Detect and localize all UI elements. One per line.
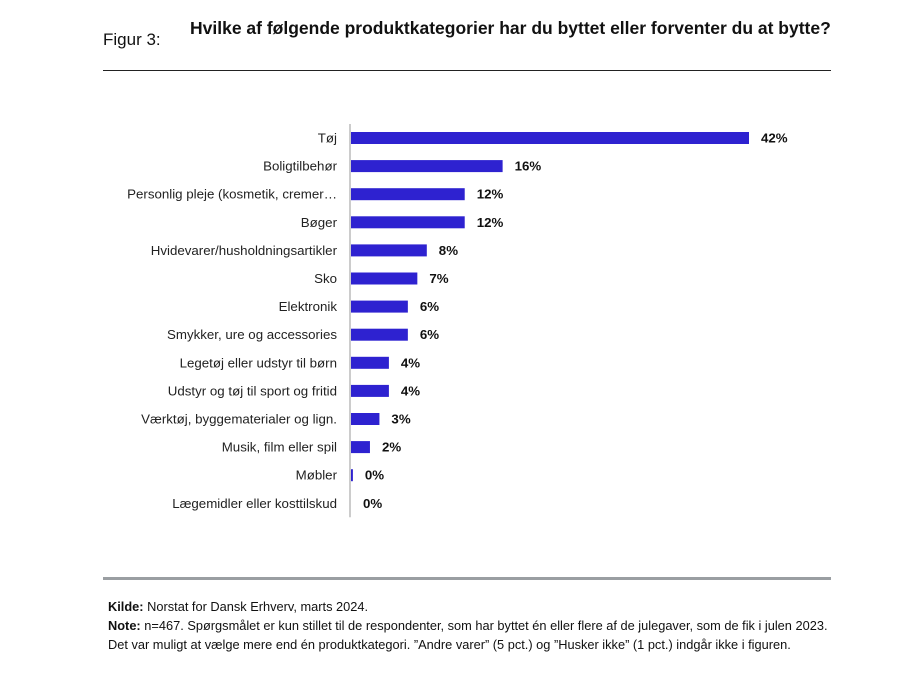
bar: [351, 384, 389, 397]
value-label: 7%: [429, 271, 448, 286]
bar: [351, 188, 465, 201]
source-text: Norstat for Dansk Erhverv, marts 2024.: [147, 599, 369, 614]
bar: [351, 160, 503, 173]
category-label: Legetøj eller udstyr til børn: [180, 355, 337, 370]
bar-group: Tøj 42% Boligtilbehør 16% Personlig pleje (k…: [127, 131, 788, 511]
bar: [351, 244, 427, 257]
category-label: Boligtilbehør: [263, 159, 337, 174]
bar: [351, 132, 749, 144]
bar: [351, 216, 465, 229]
value-label: 2%: [382, 440, 401, 455]
value-label: 8%: [439, 243, 458, 258]
footnote: Kilde: Norstat for Dansk Erhverv, marts …: [108, 597, 828, 654]
value-label: 4%: [401, 383, 420, 398]
bar: [351, 469, 353, 482]
category-label: Møbler: [296, 468, 338, 483]
value-label: 6%: [420, 327, 439, 342]
value-label: 12%: [477, 187, 504, 202]
value-label: 3%: [391, 412, 410, 427]
note-text: n=467. Spørgsmålet er kun stillet til de…: [108, 618, 828, 652]
category-label: Hvidevarer/husholdningsartikler: [151, 243, 338, 258]
category-label: Personlig pleje (kosmetik, cremer…: [127, 187, 337, 202]
category-label: Lægemidler eller kosttilskud: [172, 496, 337, 511]
footer-divider: [103, 577, 831, 580]
bar: [351, 272, 418, 285]
value-label: 4%: [401, 355, 420, 370]
bar: [351, 300, 408, 313]
note-label: Note:: [108, 618, 141, 633]
bar-chart: Tøj 42% Boligtilbehør 16% Personlig pleje (k…: [127, 124, 788, 518]
category-label: Sko: [314, 271, 337, 286]
bar: [351, 441, 370, 454]
bar: [351, 356, 389, 369]
value-label: 16%: [515, 159, 542, 174]
value-label: 0%: [363, 496, 382, 511]
value-label: 12%: [477, 215, 504, 230]
figure-label: Figur 3:: [103, 30, 161, 49]
category-label: Bøger: [301, 215, 338, 230]
figure-title: Hvilke af følgende produktkategorier har…: [190, 18, 831, 38]
category-label: Musik, film eller spil: [222, 440, 337, 455]
source-label: Kilde:: [108, 599, 144, 614]
value-label: 6%: [420, 299, 439, 314]
category-label: Smykker, ure og accessories: [167, 327, 337, 342]
value-label: 42%: [761, 131, 788, 146]
bar: [351, 328, 408, 341]
bar: [351, 413, 380, 425]
category-label: Værktøj, byggematerialer og lign.: [141, 412, 337, 427]
category-label: Udstyr og tøj til sport og fritid: [168, 383, 337, 398]
category-label: Tøj: [318, 131, 337, 146]
category-label: Elektronik: [279, 299, 338, 314]
title-divider: [103, 70, 831, 71]
value-label: 0%: [365, 468, 384, 483]
